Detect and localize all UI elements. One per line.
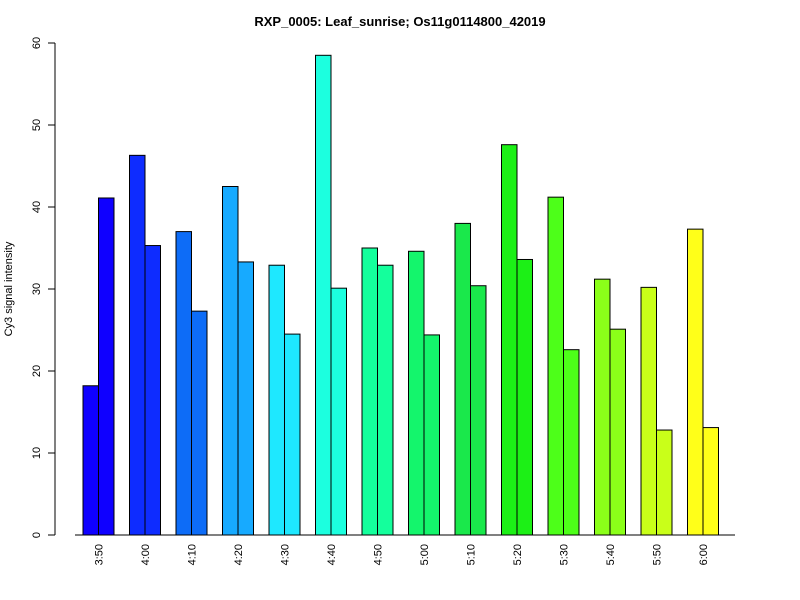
bar-530-1 — [547, 196, 564, 536]
x-tick-label: 4:30 — [280, 544, 292, 565]
y-tick-label: 10 — [31, 447, 43, 459]
chart-title: RXP_0005: Leaf_sunrise; Os11g0114800_420… — [254, 14, 545, 29]
bar-440-2 — [330, 287, 347, 536]
bar-450-1 — [361, 247, 378, 536]
x-tick-label: 5:10 — [466, 544, 478, 565]
y-tick-label: 20 — [31, 365, 43, 377]
bar-500-2 — [423, 334, 440, 536]
bars — [82, 54, 719, 536]
bar-420-1 — [222, 186, 239, 536]
x-tick-label: 5:00 — [419, 544, 431, 565]
x-tick-label: 5:40 — [605, 544, 617, 565]
bar-550-1 — [640, 286, 657, 536]
x-tick-label: 5:30 — [559, 544, 571, 565]
y-tick-label: 30 — [31, 283, 43, 295]
bar-420-2 — [237, 261, 254, 536]
bar-550-2 — [656, 429, 673, 536]
y-axis: 0 10 20 30 40 50 60 — [31, 37, 56, 538]
x-tick-label: 4:20 — [233, 544, 245, 565]
y-tick-label: 40 — [31, 201, 43, 213]
bar-540-1 — [594, 278, 611, 536]
bar-350-1 — [82, 385, 99, 536]
bar-400-1 — [129, 154, 146, 536]
x-tick-label: 4:00 — [140, 544, 152, 565]
bar-540-2 — [609, 328, 626, 536]
bar-430-1 — [268, 264, 285, 536]
bar-600-2 — [702, 427, 719, 536]
x-axis: 3:50 4:00 4:10 4:20 4:30 4:40 4:50 5:00 5:10 5:20… — [75, 534, 735, 565]
bar-500-1 — [408, 250, 425, 536]
bar-520-2 — [516, 258, 533, 536]
y-tick-label: 0 — [31, 532, 43, 538]
bar-410-1 — [175, 231, 192, 536]
bar-400-2 — [144, 245, 161, 536]
x-tick-label: 4:40 — [326, 544, 338, 565]
y-tick-label: 60 — [31, 37, 43, 49]
x-tick-label: 4:10 — [187, 544, 199, 565]
bar-410-2 — [191, 310, 208, 536]
bar-430-2 — [284, 333, 301, 536]
bar-520-1 — [501, 144, 518, 536]
bar-450-2 — [377, 264, 394, 536]
bar-440-1 — [315, 54, 332, 536]
bar-510-2 — [470, 285, 487, 536]
x-tick-label: 5:20 — [512, 544, 524, 565]
bar-350-2 — [98, 197, 115, 536]
bar-510-1 — [454, 222, 471, 536]
x-tick-label: 3:50 — [94, 544, 106, 565]
x-tick-label: 4:50 — [373, 544, 385, 565]
y-axis-label: Cy3 signal intensity — [3, 241, 15, 336]
x-tick-label: 6:00 — [698, 544, 710, 565]
bar-530-2 — [563, 349, 580, 536]
x-tick-label: 5:50 — [652, 544, 664, 565]
y-tick-label: 50 — [31, 119, 43, 131]
bar-600-1 — [687, 228, 704, 536]
